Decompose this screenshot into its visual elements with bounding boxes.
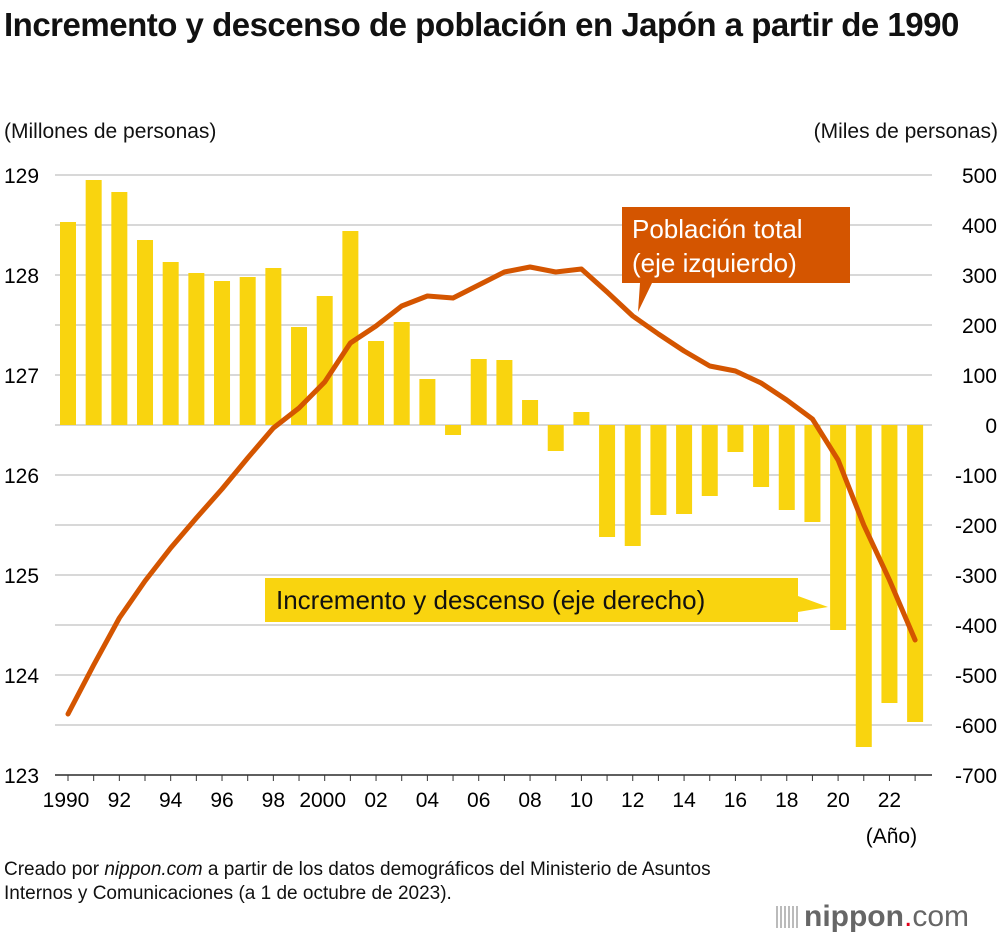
x-tick-label: 12 bbox=[621, 789, 644, 812]
bar-annotation-box bbox=[265, 578, 828, 622]
x-tick-label: 06 bbox=[467, 789, 490, 812]
x-tick-label: 10 bbox=[570, 789, 593, 812]
bar bbox=[599, 425, 616, 537]
bar bbox=[855, 425, 872, 747]
right-tick-label: 200 bbox=[962, 315, 997, 338]
right-tick-label: 100 bbox=[962, 365, 997, 388]
bar bbox=[804, 425, 821, 522]
x-tick-label: 04 bbox=[416, 789, 440, 812]
bar bbox=[522, 400, 539, 425]
x-tick-label: 22 bbox=[878, 789, 901, 812]
bar bbox=[778, 425, 795, 510]
x-axis-unit: (Año) bbox=[866, 825, 917, 848]
bar bbox=[188, 273, 205, 425]
bar bbox=[470, 359, 487, 425]
x-tick-label: 2000 bbox=[299, 789, 346, 812]
left-tick-label: 125 bbox=[4, 565, 39, 588]
x-tick-label: 1990 bbox=[43, 789, 90, 812]
left-tick-label: 129 bbox=[4, 165, 39, 188]
x-tick-label: 96 bbox=[210, 789, 233, 812]
footer-source: nippon.com bbox=[104, 859, 203, 880]
logo-bars-icon bbox=[776, 906, 798, 928]
x-tick-label: 16 bbox=[724, 789, 747, 812]
bar bbox=[85, 180, 102, 425]
bar bbox=[316, 296, 333, 425]
left-tick-label: 123 bbox=[4, 765, 39, 788]
bar bbox=[547, 425, 564, 451]
bar bbox=[239, 277, 256, 425]
bar bbox=[111, 192, 128, 425]
left-tick-label: 127 bbox=[4, 365, 39, 388]
x-tick-label: 14 bbox=[672, 789, 696, 812]
footer-prefix: Creado por bbox=[4, 859, 105, 880]
right-tick-label: -100 bbox=[955, 465, 997, 488]
line-annotation-text: (eje izquierdo) bbox=[632, 248, 797, 278]
bar bbox=[753, 425, 770, 487]
bar bbox=[881, 425, 898, 703]
right-axis-unit: (Miles de personas) bbox=[813, 120, 998, 143]
x-tick-label: 02 bbox=[364, 789, 387, 812]
bar bbox=[419, 379, 436, 425]
right-tick-label: -200 bbox=[955, 515, 997, 538]
x-tick-label: 08 bbox=[518, 789, 541, 812]
right-tick-label: -400 bbox=[955, 615, 997, 638]
right-tick-label: 300 bbox=[962, 265, 997, 288]
left-tick-label: 124 bbox=[4, 665, 39, 688]
bar bbox=[727, 425, 744, 452]
bar bbox=[60, 222, 76, 425]
population-line bbox=[65, 264, 918, 717]
bar-annotation-text: Incremento y descenso (eje derecho) bbox=[276, 585, 705, 615]
right-tick-label: 500 bbox=[962, 165, 997, 188]
left-axis-unit: (Millones de personas) bbox=[4, 120, 217, 143]
bar bbox=[624, 425, 641, 546]
x-tick-label: 92 bbox=[108, 789, 131, 812]
nippon-logo: nippon.com bbox=[776, 900, 969, 934]
bar bbox=[445, 425, 462, 435]
right-tick-label: -700 bbox=[955, 765, 997, 788]
bar bbox=[214, 281, 231, 425]
line-annotation-text: Población total bbox=[632, 214, 803, 244]
bar bbox=[368, 341, 385, 425]
bar bbox=[265, 268, 282, 425]
bar bbox=[701, 425, 718, 496]
bar bbox=[676, 425, 693, 514]
bar bbox=[496, 360, 513, 425]
logo-tail: com bbox=[912, 900, 969, 933]
right-tick-label: -300 bbox=[955, 565, 997, 588]
right-tick-label: -500 bbox=[955, 665, 997, 688]
line-annotation-box bbox=[622, 207, 850, 312]
bar bbox=[342, 231, 359, 425]
bar bbox=[573, 412, 590, 425]
bar bbox=[137, 240, 154, 425]
bar bbox=[650, 425, 667, 515]
bar bbox=[907, 425, 924, 722]
logo-dot: . bbox=[903, 900, 913, 933]
x-tick-label: 18 bbox=[775, 789, 798, 812]
right-tick-label: 400 bbox=[962, 215, 997, 238]
x-tick-label: 98 bbox=[262, 789, 285, 812]
left-tick-label: 126 bbox=[4, 465, 39, 488]
x-tick-label: 94 bbox=[159, 789, 183, 812]
bar bbox=[393, 322, 410, 425]
bar bbox=[162, 262, 179, 425]
logo-main: nippon bbox=[804, 900, 904, 933]
chart-title: Incremento y descenso de población en Ja… bbox=[4, 6, 959, 43]
footer-credit: Creado por nippon.com a partir de los da… bbox=[4, 858, 744, 906]
right-tick-label: -600 bbox=[955, 715, 997, 738]
left-tick-label: 128 bbox=[4, 265, 39, 288]
right-tick-label: 0 bbox=[985, 415, 997, 438]
x-tick-label: 20 bbox=[826, 789, 849, 812]
footer-suffix: a partir de los datos demográficos del M… bbox=[4, 859, 711, 904]
